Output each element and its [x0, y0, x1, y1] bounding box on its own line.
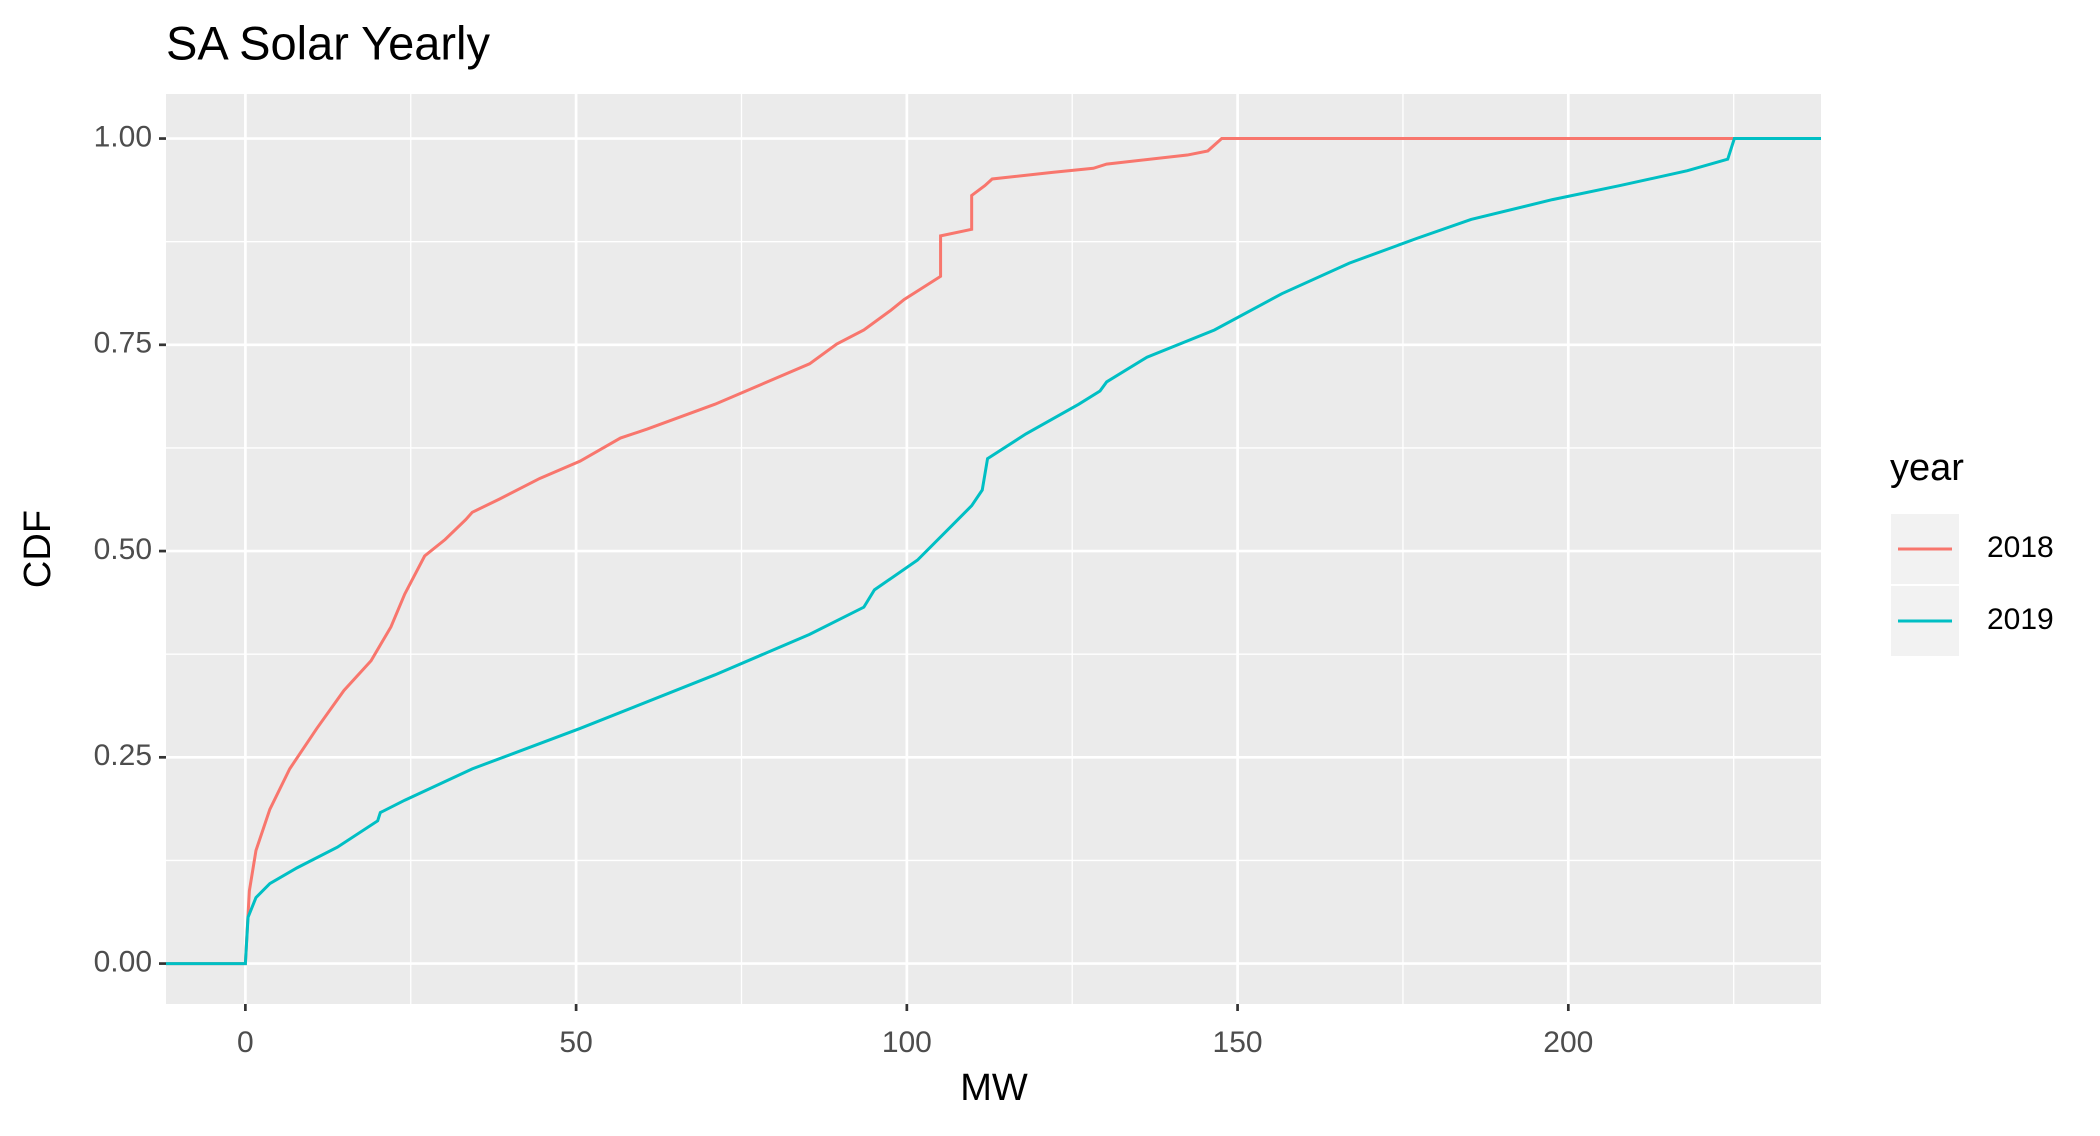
chart-title: SA Solar Yearly: [166, 16, 490, 69]
series-line: [166, 137, 1821, 966]
y-tick-label: 1.00: [94, 120, 152, 153]
x-tick-label: 50: [559, 1026, 592, 1059]
x-tick-label: 150: [1213, 1026, 1263, 1059]
x-axis-title: MW: [960, 1067, 1028, 1109]
legend-title: year: [1890, 447, 1964, 489]
x-tick-label: 200: [1543, 1026, 1593, 1059]
y-axis-title: CDF: [17, 510, 59, 588]
legend-label: 2018: [1987, 531, 2054, 564]
y-tick-label: 0.50: [94, 533, 152, 566]
x-tick-label: 100: [882, 1026, 932, 1059]
legend-label: 2019: [1987, 603, 2054, 636]
series-line: [166, 137, 1821, 966]
y-tick-label: 0.25: [94, 739, 152, 772]
y-tick-label: 0.75: [94, 327, 152, 360]
plot-panel: [166, 94, 1821, 1004]
y-tick-label: 0.00: [94, 945, 152, 978]
x-tick-label: 0: [237, 1026, 254, 1059]
